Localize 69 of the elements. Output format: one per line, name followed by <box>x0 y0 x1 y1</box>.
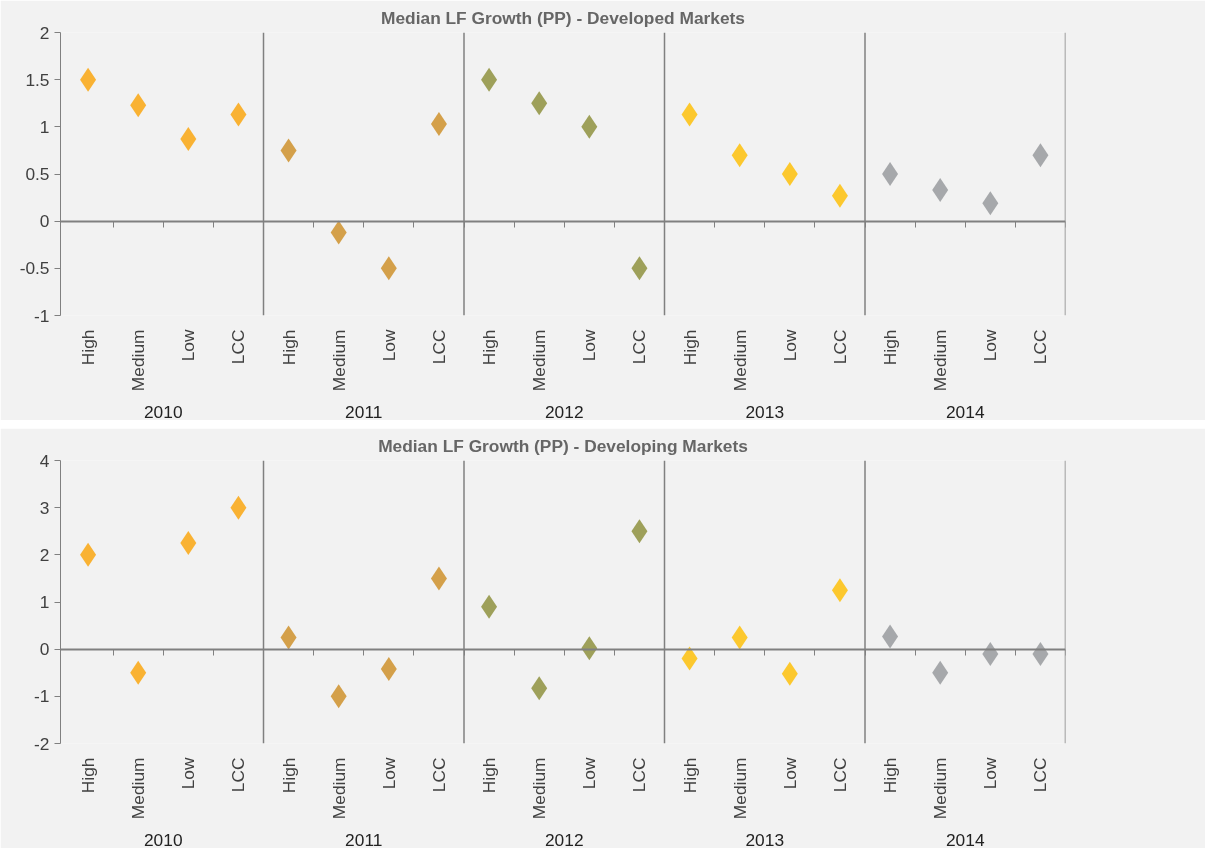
x-tick-label: High <box>479 757 500 794</box>
x-tick-label: High <box>880 329 901 366</box>
x-tick-label: High <box>78 329 99 366</box>
text: 2014 <box>945 401 985 422</box>
x-tick-label: LCC <box>629 329 650 365</box>
x-tick-label: High <box>479 329 500 366</box>
y-tick-label: 1 <box>39 116 50 137</box>
x-tick-label: High <box>679 757 700 794</box>
x-tick-label: Low <box>779 757 800 790</box>
x-tick-label: Medium <box>328 329 349 392</box>
x-tick-label: LCC <box>228 757 249 793</box>
x-tick-label: Low <box>378 329 399 362</box>
x-tick-label: LCC <box>1030 757 1051 793</box>
x-tick-label: Medium <box>729 757 750 820</box>
x-tick-label: Medium <box>930 757 951 820</box>
chart-title: Median LF Growth (PP) - Developing Markets <box>378 435 748 456</box>
y-tick-label: 3 <box>39 497 50 518</box>
text: 2014 <box>945 829 985 850</box>
x-tick-label: LCC <box>1030 329 1051 365</box>
y-tick-label: 2 <box>39 22 50 43</box>
x-tick-label: LCC <box>629 757 650 793</box>
x-tick-label: Medium <box>529 329 550 392</box>
y-tick-label: -1 <box>34 686 50 707</box>
x-tick-label: Low <box>779 329 800 362</box>
point <box>882 162 899 186</box>
chart-title: Median LF Growth (PP) - Developed Markets <box>381 7 745 28</box>
x-tick-label: High <box>880 757 901 794</box>
x-tick-label: Medium <box>729 329 750 392</box>
text: 2013 <box>745 401 785 422</box>
x-tick-label: Medium <box>128 757 149 820</box>
x-tick-label: Low <box>178 329 199 362</box>
x-tick-label: High <box>679 329 700 366</box>
text: 2013 <box>745 829 785 850</box>
x-tick-label: LCC <box>829 329 850 365</box>
y-tick-label: 1 <box>39 592 50 612</box>
x-tick-label: LCC <box>829 757 850 793</box>
x-tick-label: Low <box>980 329 1001 362</box>
x-tick-label: Low <box>579 329 600 362</box>
x-tick-label: Medium <box>930 329 951 392</box>
y-tick-label: -0.5 <box>19 258 50 279</box>
x-tick-label: High <box>278 757 299 794</box>
y-tick-label: 4 <box>39 450 50 471</box>
y-tick-label: 2 <box>39 544 50 565</box>
x-tick-label: Low <box>579 757 600 790</box>
y-tick-label: -2 <box>34 733 50 754</box>
x-tick-label: Low <box>378 757 399 790</box>
y-tick-label: 0.5 <box>25 164 50 184</box>
x-tick-label: LCC <box>428 757 449 793</box>
x-tick-label: LCC <box>228 329 249 365</box>
x-tick-label: Medium <box>529 757 550 820</box>
text: 2011 <box>345 829 383 850</box>
x-tick-label: High <box>78 757 99 794</box>
point <box>430 112 447 136</box>
x-tick-label: High <box>278 329 299 366</box>
x-tick-label: Low <box>980 757 1001 790</box>
text: 2012 <box>544 829 584 850</box>
x-tick-label: LCC <box>428 329 449 365</box>
y-tick-label: 0 <box>39 639 50 660</box>
y-tick-label: 0 <box>39 211 50 232</box>
x-tick-label: Medium <box>128 329 149 392</box>
y-tick-label: 1.5 <box>25 69 50 90</box>
y-tick-label: -1 <box>34 305 50 326</box>
x-tick-label: Medium <box>328 757 349 820</box>
text: 2010 <box>143 829 183 850</box>
point <box>781 162 798 186</box>
x-tick-label: Low <box>178 757 199 790</box>
text: 2010 <box>143 401 183 422</box>
text: 2011 <box>345 401 383 422</box>
text: 2012 <box>544 401 584 422</box>
